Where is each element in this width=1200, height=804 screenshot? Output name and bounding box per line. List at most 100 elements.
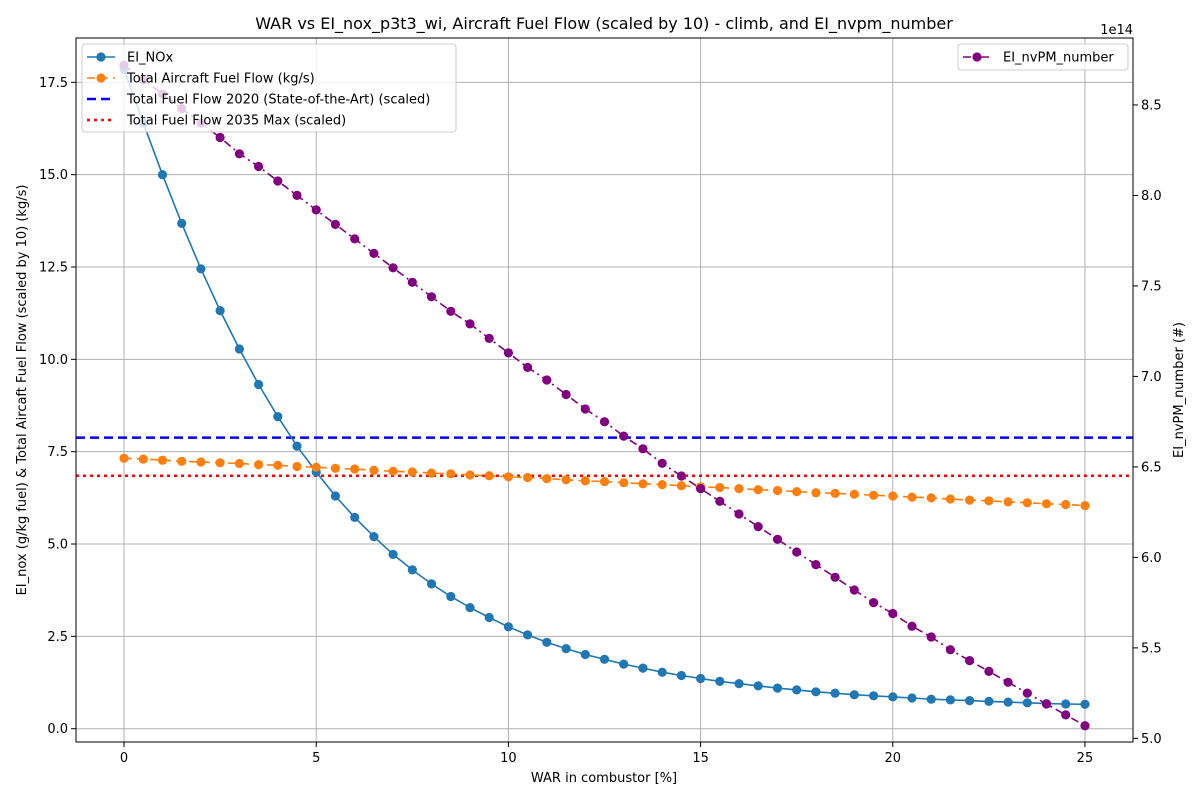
series-2: [119, 60, 1090, 731]
series-line: [123, 69, 1086, 706]
data-point: [350, 234, 360, 244]
data-point: [177, 456, 187, 466]
data-point: [254, 161, 264, 172]
data-point: [1022, 688, 1032, 698]
data-point: [734, 679, 744, 689]
data-point: [1022, 498, 1032, 508]
data-point: [657, 458, 667, 468]
data-point: [426, 292, 437, 302]
data-point: [696, 484, 706, 494]
data-point: [753, 681, 763, 691]
data-point: [1061, 699, 1071, 709]
x-axis-label: WAR in combustor [%]: [531, 771, 677, 786]
legend-left-item-label: Total Aircraft Fuel Flow (kg/s): [126, 72, 315, 87]
legend-left-item-label: Total Fuel Flow 2020 (State-of-the-Art) …: [126, 93, 430, 108]
data-point: [676, 471, 687, 481]
data-point: [350, 464, 360, 474]
data-point: [734, 509, 744, 519]
y-left-tick-label: 7.5: [47, 445, 68, 460]
data-point: [542, 637, 552, 647]
data-point: [561, 644, 571, 654]
data-point: [484, 612, 494, 623]
data-point: [388, 263, 398, 273]
data-point: [945, 695, 956, 705]
data-point: [388, 549, 398, 560]
data-point: [715, 496, 725, 506]
data-point: [177, 218, 187, 228]
reference-lines: [76, 436, 1133, 477]
chart-title: WAR vs EI_nox_p3t3_wi, Aircraft Fuel Flo…: [255, 14, 953, 34]
data-point: [811, 488, 821, 498]
data-point: [1080, 699, 1090, 709]
data-point: [599, 477, 610, 487]
data-point: [388, 466, 398, 476]
data-point: [1041, 699, 1052, 709]
legend-swatch-marker: [96, 52, 106, 62]
data-point: [1003, 677, 1013, 687]
legend-left-item-label: EI_NOx: [127, 51, 174, 66]
data-point: [523, 472, 533, 483]
data-point: [196, 264, 206, 274]
data-point: [215, 132, 225, 143]
data-point: [676, 670, 687, 681]
data-point: [292, 441, 302, 451]
y-left-tick-label: 0.0: [47, 722, 68, 737]
data-point: [869, 490, 879, 500]
legend-swatch-marker: [96, 73, 106, 83]
series-1: [119, 453, 1090, 511]
data-point: [330, 463, 340, 473]
data-point: [657, 480, 667, 490]
x-tick-label: 20: [884, 751, 901, 766]
y-right-tick-label: 7.5: [1141, 279, 1162, 294]
data-point: [849, 489, 859, 499]
data-point: [792, 685, 802, 695]
data-point: [580, 649, 590, 660]
x-tick-label: 25: [1077, 751, 1094, 766]
data-point: [849, 690, 859, 700]
data-point: [426, 579, 437, 589]
data-point: [888, 692, 898, 702]
series-0: [119, 64, 1090, 709]
data-point: [503, 622, 513, 632]
y-right-tick-label: 8.0: [1141, 189, 1162, 204]
data-point: [215, 458, 225, 468]
data-point: [273, 412, 283, 422]
data-point: [811, 560, 821, 570]
data-point: [638, 479, 648, 489]
data-point: [503, 348, 513, 358]
y-right-tick-label: 8.5: [1141, 98, 1162, 113]
data-point: [580, 404, 590, 414]
data-point: [561, 389, 571, 400]
legend-right-box: [957, 43, 1129, 71]
data-point: [696, 673, 706, 684]
data-point: [446, 469, 456, 479]
legend-left-item-label: Total Fuel Flow 2035 Max (scaled): [126, 114, 346, 129]
data-point: [907, 492, 917, 502]
data-point: [234, 344, 244, 354]
data-point: [234, 149, 244, 159]
data-point: [157, 170, 168, 180]
data-point: [561, 475, 571, 485]
x-tick-label: 10: [500, 751, 517, 766]
y-left-tick-label: 10.0: [39, 353, 68, 368]
data-point: [676, 481, 687, 491]
data-point: [619, 431, 629, 441]
data-point: [465, 319, 475, 329]
data-point: [292, 461, 302, 472]
data-point: [619, 478, 629, 488]
y-left-tick-label: 5.0: [47, 538, 68, 553]
data-point: [792, 547, 802, 557]
data-point: [945, 494, 956, 504]
data-point: [369, 465, 379, 475]
data-point: [792, 487, 802, 497]
data-point: [234, 458, 244, 469]
data-point: [1080, 721, 1090, 731]
legend-right: EI_nvPM_number: [957, 43, 1129, 71]
data-point: [350, 512, 360, 523]
data-point: [157, 455, 168, 465]
data-point: [1061, 710, 1071, 720]
series-line: [123, 64, 1086, 727]
data-point: [254, 460, 264, 470]
data-point: [945, 645, 956, 655]
x-tick-label: 0: [120, 751, 128, 766]
